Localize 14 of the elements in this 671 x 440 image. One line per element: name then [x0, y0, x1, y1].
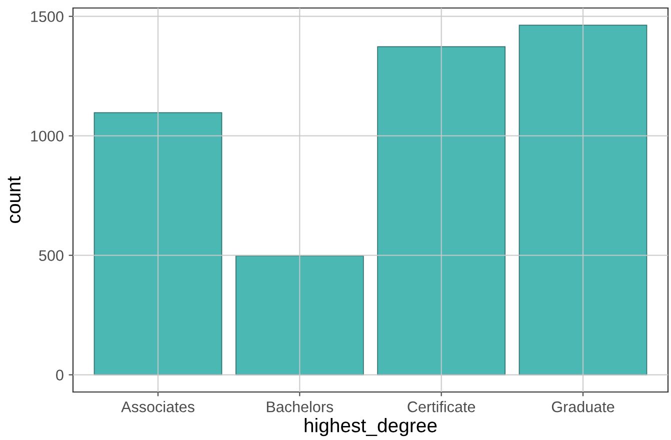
y-tick-label: 0 [56, 370, 64, 380]
bar [94, 112, 222, 376]
y-axis-title: count [8, 176, 21, 223]
x-tick-label: Associates [121, 401, 194, 412]
y-tick-label: 1500 [31, 11, 64, 22]
x-tick-label: Certificate [408, 401, 476, 412]
bar [377, 46, 506, 376]
bar [518, 24, 648, 376]
y-tick-label: 1000 [31, 130, 64, 142]
x-axis-title: highest_degree [304, 418, 437, 436]
x-tick-label: Bachelors [266, 401, 334, 412]
x-tick-label: Graduate [552, 401, 614, 412]
y-tick-label: 500 [39, 250, 64, 262]
bar [235, 255, 364, 376]
